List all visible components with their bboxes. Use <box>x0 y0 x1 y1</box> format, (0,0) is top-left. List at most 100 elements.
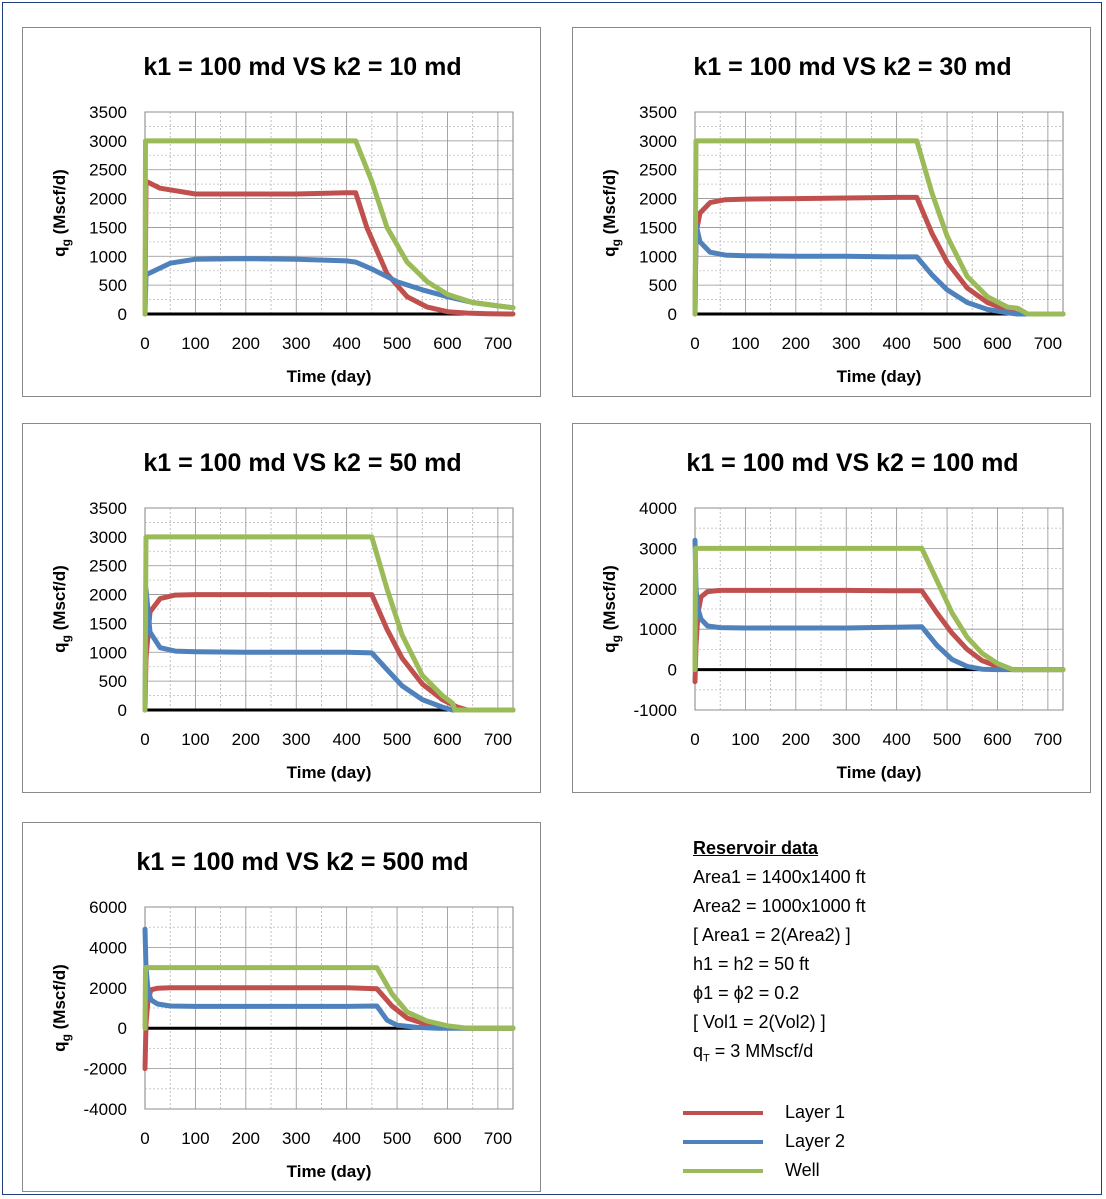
x-tick-label: 300 <box>282 334 310 353</box>
x-tick-label: 200 <box>232 1129 260 1148</box>
x-tick-label: 300 <box>832 334 860 353</box>
legend-swatch-layer1 <box>683 1110 763 1115</box>
series-line-well <box>692 545 1066 673</box>
y-tick-label: 1000 <box>639 247 677 266</box>
chart-title: k1 = 100 md VS k2 = 50 md <box>143 449 461 477</box>
chart-k2-500md: k1 = 100 md VS k2 = 500 md -4000 -2000 0 200… <box>22 822 541 1192</box>
legend: Layer 1 Layer 2 Well <box>683 1098 933 1185</box>
y-tick-label: 4000 <box>639 499 677 518</box>
chart-k2-10md: k1 = 100 md VS k2 = 10 md 0 500 1000 1500 200… <box>22 27 541 397</box>
y-tick-label: -1000 <box>634 701 677 720</box>
area2-line: Area2 = 1000x1000 ft <box>693 896 866 916</box>
chart-svg: k1 = 100 md VS k2 = 500 md -4000 -2000 0 200… <box>50 848 516 1181</box>
y-tick-label: 0 <box>668 661 677 680</box>
x-tick-label: 100 <box>731 730 759 749</box>
y-tick-label: 2500 <box>89 557 127 576</box>
y-tick-label: 2500 <box>89 161 127 180</box>
legend-label-well: Well <box>785 1160 820 1180</box>
x-tick-label: 600 <box>433 334 461 353</box>
y-tick-label: 1500 <box>89 614 127 633</box>
x-tick-label: 600 <box>983 730 1011 749</box>
y-tick-label: 3500 <box>89 499 127 518</box>
chart-k2-100md: k1 = 100 md VS k2 = 100 md -1000 0 1000 2000… <box>572 423 1091 793</box>
chart-k2-50md: k1 = 100 md VS k2 = 50 md 0 500 1000 1500 200… <box>22 423 541 793</box>
chart-svg: k1 = 100 md VS k2 = 30 md050010001500200… <box>600 53 1066 386</box>
legend-item-well: Well <box>683 1156 933 1185</box>
x-tick-label: 300 <box>282 1129 310 1148</box>
series-line-well <box>142 534 516 713</box>
x-tick-label: 700 <box>1034 334 1062 353</box>
y-tick-label: 3000 <box>89 528 127 547</box>
y-tick-label: 2000 <box>89 586 127 605</box>
y-tick-label: 2000 <box>639 580 677 599</box>
y-tick-label: 6000 <box>89 898 127 917</box>
reservoir-data-heading: Reservoir data <box>693 838 819 858</box>
legend-swatch-layer2 <box>683 1139 763 1144</box>
x-tick-label: 400 <box>882 730 910 749</box>
y-tick-label: 500 <box>649 276 677 295</box>
series-line-layer2 <box>692 222 1066 317</box>
x-tick-label: 700 <box>484 730 512 749</box>
series-line-well <box>142 965 516 1031</box>
x-tick-label: 400 <box>882 334 910 353</box>
area1-line: Area1 = 1400x1400 ft <box>693 867 866 887</box>
y-tick-label: 0 <box>118 1019 127 1038</box>
total-rate-line: qT = 3 MMscf/d <box>693 1041 814 1065</box>
y-tick-label: 0 <box>118 305 127 324</box>
y-tick-label: 3000 <box>639 539 677 558</box>
chart-title: k1 = 100 md VS k2 = 10 md <box>143 53 461 81</box>
legend-label-layer2: Layer 2 <box>785 1131 846 1151</box>
y-tick-label: 1000 <box>89 643 127 662</box>
y-tick-label: 1500 <box>89 218 127 237</box>
chart-svg: k1 = 100 md VS k2 = 10 md050010001500200… <box>50 53 516 386</box>
y-axis-label: qg (Mscf/d) <box>600 169 623 257</box>
x-tick-label: 700 <box>484 1129 512 1148</box>
x-tick-label: 0 <box>690 730 699 749</box>
x-axis-label: Time (day) <box>287 763 372 782</box>
x-tick-label: 100 <box>181 730 209 749</box>
y-tick-label: 0 <box>668 305 677 324</box>
chart-k2-30md: k1 = 100 md VS k2 = 30 md 0 500 1000 1500 200… <box>572 27 1091 397</box>
x-tick-label: 600 <box>433 1129 461 1148</box>
x-axis-label: Time (day) <box>287 1162 372 1181</box>
x-tick-label: 500 <box>383 730 411 749</box>
x-axis-label: Time (day) <box>837 367 922 386</box>
x-tick-label: 100 <box>181 334 209 353</box>
series-line-layer2 <box>692 537 1066 673</box>
legend-label-layer1: Layer 1 <box>785 1102 846 1122</box>
series-line-layer2 <box>142 256 516 317</box>
y-tick-label: 500 <box>99 276 127 295</box>
area-ratio-line: [ Area1 = 2(Area2) ] <box>693 925 851 945</box>
x-axis-label: Time (day) <box>837 763 922 782</box>
y-tick-label: -4000 <box>84 1100 127 1119</box>
chart-svg: k1 = 100 md VS k2 = 100 md-1000010002000… <box>600 449 1066 782</box>
chart-title: k1 = 100 md VS k2 = 30 md <box>693 53 1011 81</box>
chart-title: k1 = 100 md VS k2 = 500 md <box>136 848 468 876</box>
thickness-line: h1 = h2 = 50 ft <box>693 954 810 974</box>
x-tick-label: 200 <box>232 730 260 749</box>
x-tick-label: 500 <box>383 334 411 353</box>
series-line-layer1 <box>142 178 516 317</box>
series-line-layer2 <box>142 926 516 1031</box>
x-tick-label: 400 <box>332 1129 360 1148</box>
x-tick-label: 500 <box>933 730 961 749</box>
y-tick-label: 1000 <box>639 620 677 639</box>
y-tick-label: 500 <box>99 672 127 691</box>
x-tick-label: 500 <box>383 1129 411 1148</box>
series-line-well <box>692 138 1066 317</box>
y-tick-label: 2000 <box>89 979 127 998</box>
x-tick-label: 400 <box>332 334 360 353</box>
volume-ratio-line: [ Vol1 = 2(Vol2) ] <box>693 1012 826 1032</box>
x-tick-label: 0 <box>140 334 149 353</box>
x-tick-label: 0 <box>690 334 699 353</box>
y-tick-label: -2000 <box>84 1060 127 1079</box>
y-tick-label: 2000 <box>639 190 677 209</box>
reservoir-data: Reservoir data Area1 = 1400x1400 ft Area… <box>693 834 993 1074</box>
x-tick-label: 500 <box>933 334 961 353</box>
x-tick-label: 200 <box>782 334 810 353</box>
y-tick-label: 2500 <box>639 161 677 180</box>
y-tick-label: 2000 <box>89 190 127 209</box>
x-tick-label: 100 <box>181 1129 209 1148</box>
x-tick-label: 0 <box>140 1129 149 1148</box>
